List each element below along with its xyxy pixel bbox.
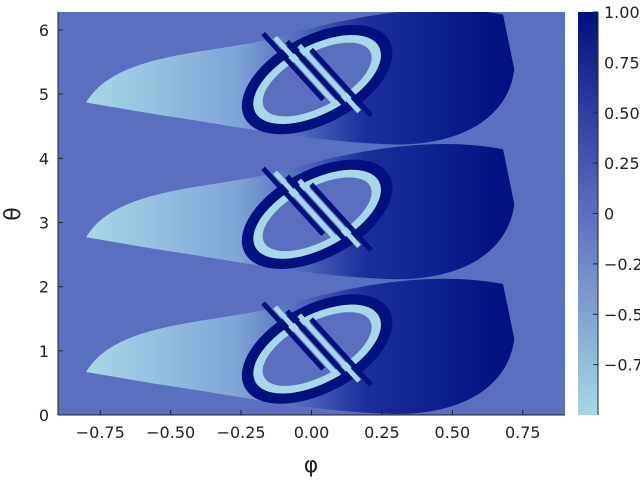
x-tick-label: 0.00: [294, 423, 330, 442]
swirl-stripe: [297, 178, 361, 248]
swirl-stripe: [309, 317, 373, 387]
swirl-stripe: [261, 166, 325, 236]
swirl-stripe: [297, 313, 361, 383]
x-axis-ticks: −0.75 −0.50 −0.25 0.00 0.25 0.50 0.75: [76, 410, 541, 442]
swirl-stripe: [285, 309, 349, 379]
y-tick-label: 0: [39, 406, 49, 425]
swirl-stripe: [297, 43, 361, 114]
y-tick-label: 6: [39, 21, 49, 40]
y-tick-label: 4: [39, 149, 49, 168]
colorbar-tick-label: 0.25: [604, 154, 640, 173]
x-tick-label: −0.25: [217, 423, 266, 442]
colorbar-tick-label: −0.50: [604, 305, 640, 324]
swirl-band: [86, 278, 515, 415]
colorbar-tick-label: −0.25: [604, 255, 640, 274]
colorbar-ticks: 1.00 0.75 0.50 0.25 0 −0.25 −0.50 −0.75: [593, 3, 640, 375]
swirl-stripe: [261, 31, 325, 102]
y-tick-label: 3: [39, 213, 49, 232]
swirl-eye-core: [262, 42, 372, 117]
colorbar-tick-label: 0.75: [604, 53, 640, 72]
x-tick-label: 0.75: [505, 423, 541, 442]
x-tick-label: 0.25: [364, 423, 400, 442]
x-axis-label: φ: [304, 453, 319, 478]
swirl-stripe: [285, 39, 349, 110]
swirl-band: [86, 12, 515, 145]
swirl-stripe: [309, 182, 373, 252]
colorbar-tick-label: −0.75: [604, 356, 640, 375]
x-tick-label: −0.50: [146, 423, 195, 442]
y-axis-ticks: 0 1 2 3 4 5 6: [39, 21, 63, 425]
swirl-stripe: [261, 301, 325, 371]
y-axis-label: θ: [1, 207, 26, 220]
colorbar-tick-label: 0: [604, 205, 614, 224]
y-tick-label: 2: [39, 278, 49, 297]
x-tick-label: −0.75: [76, 423, 125, 442]
colorbar-tick-label: 1.00: [604, 3, 640, 22]
y-tick-label: 1: [39, 342, 49, 361]
swirl-stripe: [273, 305, 337, 375]
swirl-stripe: [309, 47, 373, 118]
y-tick-label: 5: [39, 85, 49, 104]
swirl-stripe: [285, 174, 349, 244]
colorbar-tick-label: 0.50: [604, 104, 640, 123]
swirl-stripe: [273, 170, 337, 240]
swirl-stripe: [273, 35, 337, 106]
swirl-eye-core: [262, 177, 372, 252]
heatmap-image: [86, 12, 515, 415]
swirl-band: [86, 144, 515, 280]
x-tick-label: 0.50: [435, 423, 471, 442]
swirl-eye-core: [262, 312, 372, 386]
